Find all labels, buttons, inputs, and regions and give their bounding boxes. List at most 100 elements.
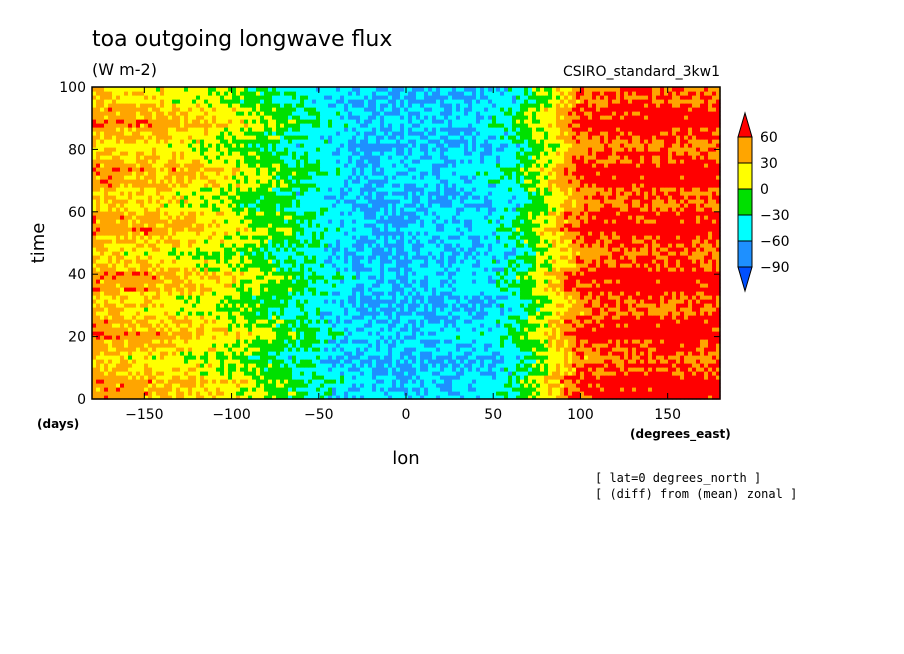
heatmap-cell [292,387,297,392]
heatmap-cell [412,275,417,280]
heatmap-cell [632,295,637,300]
heatmap-cell [592,331,597,336]
heatmap-cell [256,355,261,360]
heatmap-cell [436,395,441,400]
heatmap-cell [576,323,581,328]
heatmap-cell [716,371,721,376]
heatmap-cell [692,331,697,336]
heatmap-cell [180,271,185,276]
heatmap-cell [204,331,209,336]
heatmap-cell [468,351,473,356]
heatmap-cell [360,327,365,332]
heatmap-cell [168,275,173,280]
heatmap-cell [560,359,565,364]
heatmap-cell [156,363,161,368]
heatmap-cell [280,351,285,356]
heatmap-cell [488,303,493,308]
heatmap-cell [372,343,377,348]
heatmap-cell [592,387,597,392]
heatmap-cell [644,375,649,380]
heatmap-cell [440,287,445,292]
heatmap-cell [424,295,429,300]
heatmap-cell [600,271,605,276]
heatmap-cell [528,287,533,292]
heatmap-cell [304,307,309,312]
heatmap-cell [164,363,169,368]
heatmap-cell [288,351,293,356]
heatmap-cell [576,299,581,304]
heatmap-cell [228,339,233,344]
heatmap-cell [296,343,301,348]
heatmap-cell [540,315,545,320]
heatmap-cell [96,291,101,296]
heatmap-cell [136,351,141,356]
heatmap-cell [224,379,229,384]
heatmap-cell [260,303,265,308]
heatmap-cell [244,395,249,400]
heatmap-cell [672,303,677,308]
heatmap-cell [468,335,473,340]
heatmap-cell [212,295,217,300]
heatmap-cell [596,363,601,368]
heatmap-cell [220,371,225,376]
heatmap-cell [96,379,101,384]
heatmap-cell [320,307,325,312]
heatmap-cell [616,323,621,328]
heatmap-cell [308,311,313,316]
heatmap-cell [620,303,625,308]
heatmap-cell [512,367,517,372]
heatmap-cell [124,327,129,332]
heatmap-cell [260,355,265,360]
heatmap-cell [712,383,717,388]
heatmap-cell [396,331,401,336]
heatmap-cell [464,275,469,280]
heatmap-cell [124,335,129,340]
heatmap-cell [216,303,221,308]
heatmap-cell [164,315,169,320]
heatmap-cell [196,323,201,328]
heatmap-cell [508,303,513,308]
heatmap-cell [612,327,617,332]
heatmap-cell [100,355,105,360]
heatmap-cell [368,339,373,344]
heatmap-cell [584,339,589,344]
heatmap-cell [188,371,193,376]
heatmap-cell [544,351,549,356]
heatmap-cell [504,287,509,292]
heatmap-cell [100,331,105,336]
heatmap-cell [452,323,457,328]
heatmap-cell [388,303,393,308]
heatmap-cell [264,283,269,288]
heatmap-cell [440,355,445,360]
heatmap-cell [656,359,661,364]
heatmap-cell [480,315,485,320]
heatmap-cell [512,323,517,328]
heatmap-cell [208,363,213,368]
heatmap-cell [432,291,437,296]
heatmap-cell [608,323,613,328]
heatmap-cell [460,371,465,376]
heatmap-cell [504,275,509,280]
heatmap-cell [248,299,253,304]
heatmap-cell [428,283,433,288]
heatmap-cell [200,315,205,320]
heatmap-cell [608,307,613,312]
heatmap-cell [436,295,441,300]
heatmap-cell [580,379,585,384]
heatmap-cell [180,279,185,284]
heatmap-cell [240,323,245,328]
heatmap-cell [508,339,513,344]
heatmap-cell [612,347,617,352]
heatmap-cell [576,351,581,356]
heatmap-cell [532,371,537,376]
heatmap-cell [340,391,345,396]
heatmap-cell [264,279,269,284]
heatmap-cell [472,351,477,356]
heatmap-cell [676,311,681,316]
heatmap-cell [156,283,161,288]
heatmap-cell [96,347,101,352]
heatmap-cell [224,287,229,292]
heatmap-cell [684,331,689,336]
heatmap-cell [368,299,373,304]
heatmap-cell [92,319,97,324]
